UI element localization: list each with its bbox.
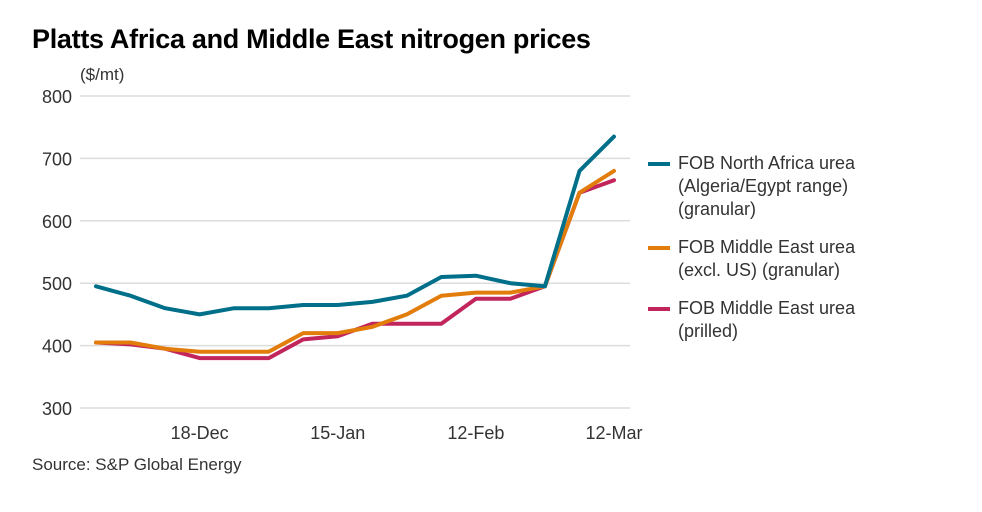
x-tick-label: 15-Jan: [310, 423, 365, 443]
y-tick-label: 600: [42, 212, 72, 232]
legend-label: FOB Middle East urea (prilled): [678, 297, 855, 343]
series-line-0: [94, 134, 616, 317]
y-tick-label: 400: [42, 337, 72, 357]
y-tick-label: 800: [42, 87, 72, 107]
chart-legend: FOB North Africa urea (Algeria/Egypt rang…: [648, 152, 948, 358]
legend-label-line: FOB North Africa urea: [678, 153, 856, 173]
x-tick-label: 12-Feb: [447, 423, 504, 443]
x-tick-label: 18-Dec: [171, 423, 229, 443]
y-tick-label: 700: [42, 149, 72, 169]
x-tick-label: 12-Mar: [585, 423, 642, 443]
legend-label-line: (prilled): [678, 321, 739, 341]
legend-item: FOB North Africa urea (Algeria/Egypt rang…: [648, 152, 948, 221]
legend-label-line: FOB Middle East urea: [678, 298, 856, 318]
y-tick-label: 500: [42, 274, 72, 294]
legend-label-line: (Algeria/Egypt range): [678, 176, 849, 196]
legend-item: FOB Middle East urea (excl. US) (granular…: [648, 236, 948, 282]
legend-label: FOB Middle East urea (excl. US) (granular…: [678, 236, 855, 282]
chart-title: Platts Africa and Middle East nitrogen p…: [32, 24, 591, 54]
legend-label-line: (granular): [678, 199, 757, 219]
legend-label-line: (excl. US) (granular): [678, 260, 841, 280]
legend-item: FOB Middle East urea (prilled): [648, 297, 948, 343]
y-tick-label: 300: [42, 399, 72, 419]
series-line-1: [94, 168, 616, 354]
source-note: Source: S&P Global Energy: [32, 455, 242, 474]
legend-swatch: [648, 246, 670, 250]
legend-swatch: [648, 162, 670, 166]
y-axis-unit-label: ($/mt): [80, 65, 125, 84]
legend-label-line: FOB Middle East urea: [678, 237, 856, 257]
legend-swatch: [648, 307, 670, 311]
legend-label: FOB North Africa urea (Algeria/Egypt rang…: [678, 152, 855, 221]
